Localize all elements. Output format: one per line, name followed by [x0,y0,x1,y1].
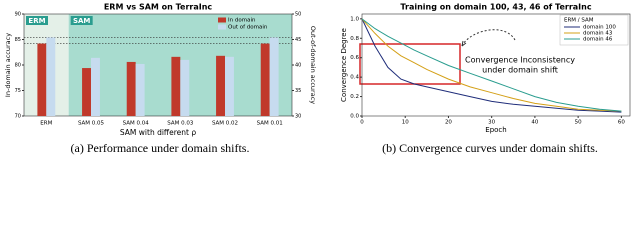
y2-tick-label: 30 [295,114,301,120]
chart-title: Training on domain 100, 43, 46 of TerraI… [400,3,591,12]
y-tick-label: 0.4 [350,75,359,81]
bar [171,56,181,116]
x-tick-label: 0 [360,120,364,126]
y-axis-label: Convergence Degree [340,28,348,102]
y-tick-label: 0.6 [350,55,359,61]
legend-label: domain 100 [583,25,616,31]
bar [46,37,56,116]
bar [135,63,145,116]
x-tick-label: 60 [618,120,625,126]
y-tick-label: 85 [15,37,21,43]
region-label: SAM [73,17,90,25]
x-tick-label: SAM 0.03 [167,121,194,127]
chart-title: ERM vs SAM on TerraInc [104,3,213,12]
legend-box [218,17,226,23]
legend-title: ERM / SAM [564,18,594,24]
x-tick-label: SAM 0.01 [257,121,283,127]
plot-frame [361,13,631,117]
x-tick-label: 30 [488,120,495,126]
bar [260,43,270,116]
x-tick-label: 20 [445,120,452,126]
legend-label: Out of domain [228,25,268,31]
y-tick-label: 0.8 [350,36,359,42]
bar [37,43,47,116]
y-tick-label: 75 [15,88,21,94]
legend-label: domain 43 [583,31,613,37]
x-tick-label: ERM [40,121,52,127]
bar [126,61,136,116]
legend-frame [559,14,629,46]
x-tick-label: 50 [575,120,582,126]
line [361,18,622,113]
legend-label: domain 46 [583,37,613,43]
bar [269,37,279,116]
figure: ERM SAM ERM vs SAM on TerraInc 70 75 80 85 90 30… [4,3,631,155]
arrow-head [461,40,467,47]
x-tick-label: 40 [531,120,538,126]
x-axis-label: SAM with different ρ [120,128,196,137]
y2-tick-label: 45 [295,37,301,43]
bar [82,68,91,116]
y2-tick-label: 35 [295,88,301,94]
x-tick-label: SAM 0.05 [78,121,105,127]
line [361,18,622,112]
line [361,18,622,112]
bar [225,56,234,116]
annotation: under domain shift [482,66,558,75]
legend-label: In domain [228,18,256,24]
x-axis-label: Epoch [485,126,506,134]
caption: (a) Performance under domain shifts. [71,141,250,155]
bar [180,59,190,116]
y-tick-label: 0.0 [350,114,359,120]
x-tick-label: SAM 0.04 [123,121,150,127]
annotation: Convergence Inconsistency [465,56,575,65]
y2-tick-label: 40 [295,63,301,69]
annotation-arrow [461,29,516,47]
y-tick-label: 80 [15,63,21,69]
y2-axis-label: Out-of-domain accuracy [309,26,317,104]
x-tick-label: SAM 0.02 [212,121,238,127]
bar [216,55,225,116]
y-tick-label: 90 [15,12,21,18]
legend-box [218,24,226,30]
plot-frame [23,13,293,117]
y-tick-label: 0.2 [350,94,359,100]
y-tick-label: 70 [15,114,21,120]
y-tick-label: 1.0 [350,16,359,22]
y-axis-label: In-domain accuracy [4,33,12,97]
region-label-box [26,16,48,25]
region-label-box [70,16,93,25]
caption: (b) Convergence curves under domain shif… [382,141,598,155]
bar [91,57,100,116]
highlight-box [359,43,461,85]
region-label: ERM [28,17,45,25]
x-tick-label: 10 [402,120,409,126]
y2-tick-label: 50 [295,12,301,18]
